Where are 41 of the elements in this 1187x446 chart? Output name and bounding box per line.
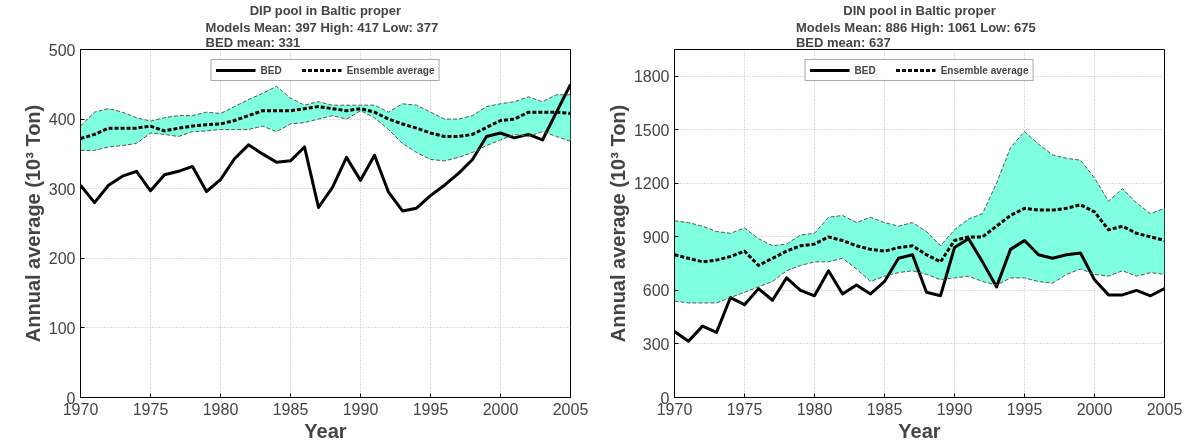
x-tick-label: 2005	[1146, 400, 1183, 418]
x-tick-label: 1995	[412, 400, 449, 418]
x-tick-label: 1985	[272, 400, 309, 418]
chart-title: DIP pool in Baltic proper	[249, 2, 402, 18]
chart-subtitle: Models Mean: 886 High: 1061 Low: 675 BED mean: 637	[795, 19, 1036, 50]
x-tick-label: 1990	[936, 400, 973, 418]
y-tick-label: 400	[48, 111, 76, 129]
x-tick-label: 2000	[482, 400, 519, 418]
line-series	[80, 110, 571, 162]
y-tick-label: 100	[48, 319, 76, 337]
x-tick-label: 2005	[552, 400, 589, 418]
y-tick-label: 300	[642, 335, 670, 353]
x-tick-label: 1980	[796, 400, 833, 418]
line-series	[674, 257, 1165, 304]
x-tick-label: 1980	[202, 400, 239, 418]
y-tick-label: 600	[642, 282, 670, 300]
y-tick-label: 200	[48, 250, 76, 268]
y-tick-label: 500	[48, 41, 76, 59]
y-axis-title: Annual average (10³ Ton)	[606, 104, 629, 343]
x-tick-label: 1975	[132, 400, 169, 418]
x-axis-title: Year	[898, 419, 941, 442]
chart-title: DIN pool in Baltic proper	[843, 2, 996, 18]
x-tick-label: 2000	[1076, 400, 1113, 418]
y-tick-label: 1500	[633, 121, 670, 139]
y-tick-label: 900	[642, 228, 670, 246]
y-tick-label: 1800	[633, 68, 670, 86]
legend-label: BED	[854, 64, 876, 76]
y-tick-label: 300	[48, 180, 76, 198]
y-tick-label: 1200	[633, 175, 670, 193]
x-tick-label: 1975	[726, 400, 763, 418]
legend-label: BED	[260, 64, 282, 76]
x-tick-label: 1985	[866, 400, 903, 418]
legend-label: Ensemble average	[346, 64, 435, 76]
legend-label: Ensemble average	[940, 64, 1029, 76]
x-tick-label: 1995	[1006, 400, 1043, 418]
x-tick-label: 1990	[342, 400, 379, 418]
y-axis-title: Annual average (10³ Ton)	[21, 104, 44, 343]
x-axis-title: Year	[304, 419, 347, 442]
chart-subtitle: Models Mean: 397 High: 417 Low: 377 BED mean: 331	[205, 19, 439, 50]
line-series	[80, 85, 571, 127]
line-series	[674, 131, 1165, 247]
